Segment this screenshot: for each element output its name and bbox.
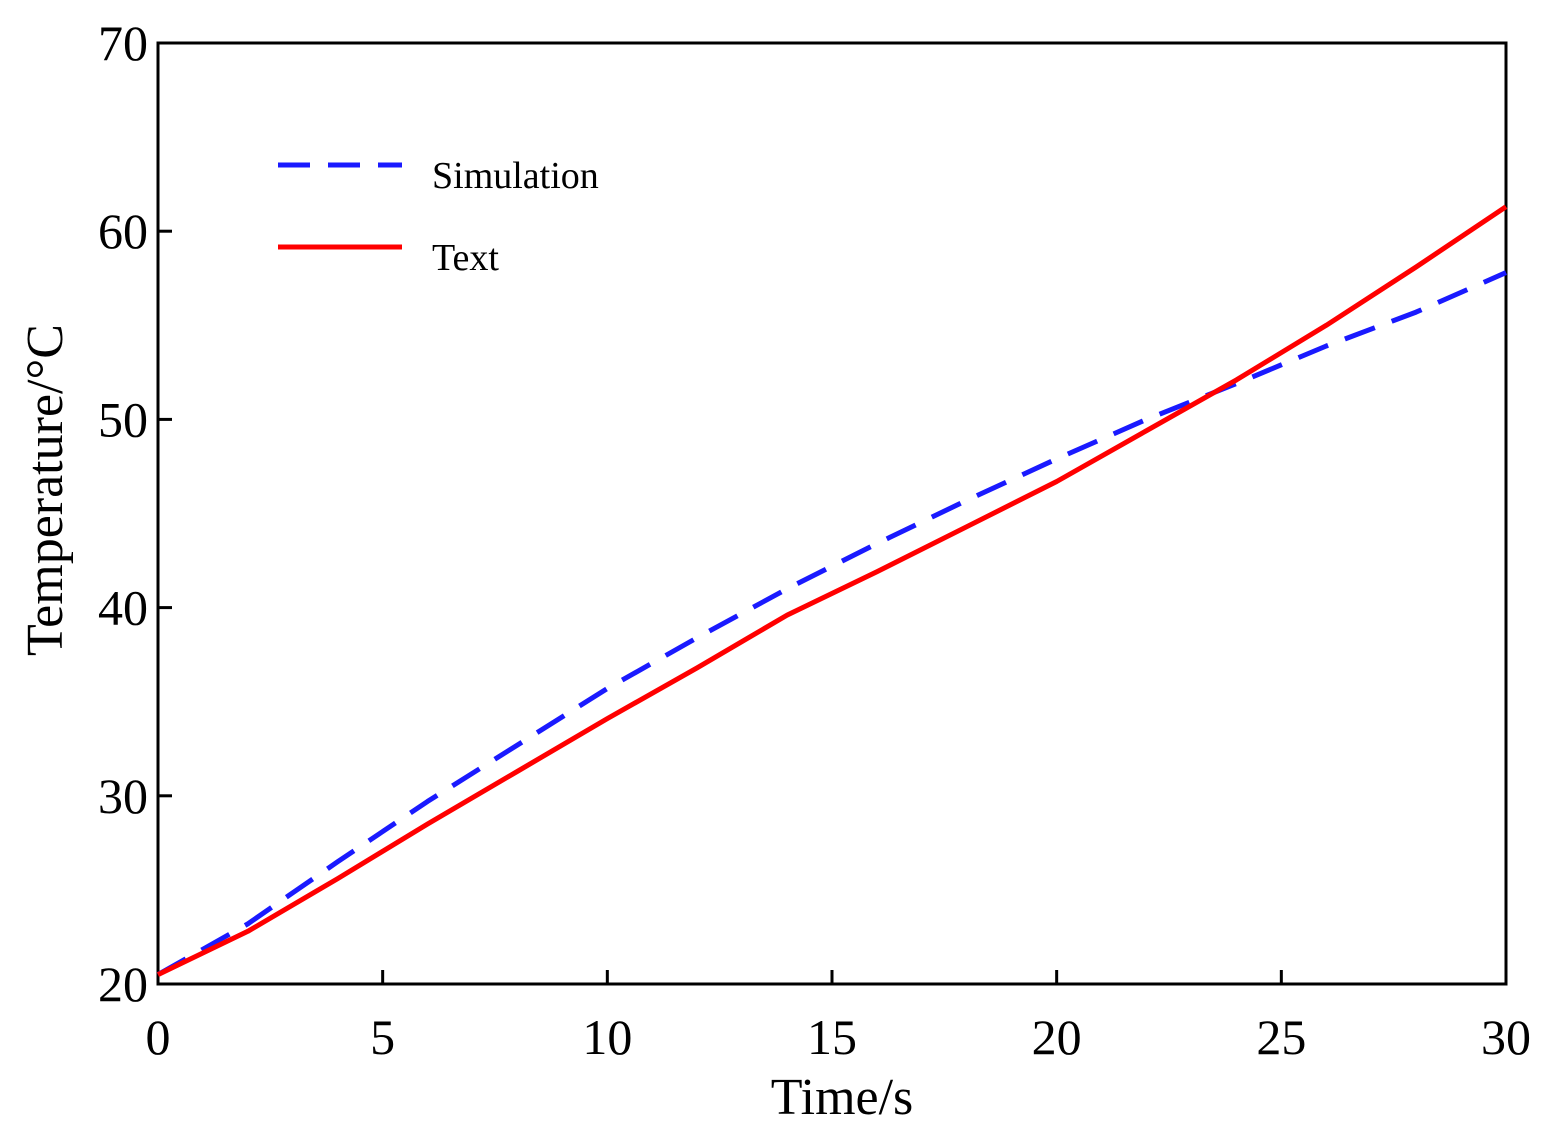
legend-label-simulation: Simulation: [432, 155, 599, 197]
y-tick-label: 70: [98, 15, 148, 71]
y-axis-title: Temperature/°C: [17, 324, 74, 656]
y-tick-label: 40: [98, 580, 148, 636]
x-tick-label: 0: [146, 1009, 171, 1065]
x-tick-label: 10: [582, 1009, 632, 1065]
x-axis-ticks: 0 5 10 15 20 25 30: [146, 970, 1531, 1065]
x-tick-label: 15: [807, 1009, 857, 1065]
y-tick-label: 60: [98, 203, 148, 259]
legend-label-text: Text: [432, 237, 499, 279]
legend: Simulation Text: [278, 155, 599, 279]
x-tick-label: 30: [1481, 1009, 1531, 1065]
y-axis-ticks: 20 30 40 50 60 70: [98, 15, 172, 1012]
y-tick-label: 50: [98, 391, 148, 447]
series-line-simulation: [156, 270, 1508, 977]
series-line-text: [156, 204, 1508, 977]
y-tick-label: 30: [98, 768, 148, 824]
x-axis-title: Time/s: [771, 1069, 914, 1126]
x-tick-label: 20: [1032, 1009, 1082, 1065]
series-layer: [156, 204, 1508, 977]
plot-area: [156, 41, 1508, 986]
x-tick-label: 25: [1256, 1009, 1306, 1065]
y-tick-label: 20: [98, 956, 148, 1012]
x-tick-label: 5: [370, 1009, 395, 1065]
